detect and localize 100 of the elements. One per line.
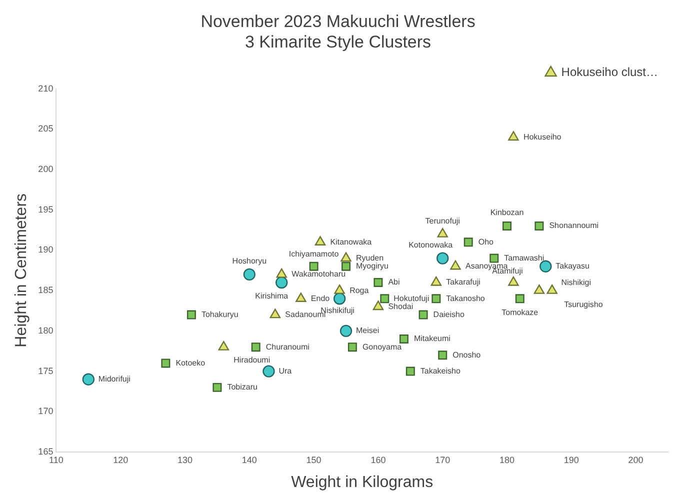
x-tick-label: 150: [306, 454, 322, 465]
annotation: Takanosho: [446, 294, 486, 303]
point: [508, 131, 519, 141]
y-axis-title: Height in Centimeters: [13, 193, 30, 348]
point: [508, 276, 519, 286]
point: [380, 294, 390, 304]
x-tick-label: 130: [177, 454, 193, 465]
point: [450, 260, 461, 270]
point: [418, 310, 428, 320]
annotation: Terunofuji: [425, 216, 460, 226]
annotation: Kitanowaka: [330, 237, 372, 246]
annotation: Myogiryu: [356, 262, 388, 271]
x-tick-label: 200: [628, 454, 644, 465]
x-tick-label: 110: [49, 454, 64, 465]
annotation: Hiradoumi: [234, 355, 270, 364]
annotation: Ryuden: [356, 253, 384, 262]
annotation: Wakamotoharu: [292, 270, 346, 279]
y-tick-label: 170: [38, 406, 54, 416]
annotation: Hokuseiho: [523, 132, 562, 142]
chart-title: November 2023 Makuuchi Wrestlers: [200, 12, 476, 31]
point: [399, 334, 408, 344]
point: [515, 294, 524, 304]
annotation: Nishikigi: [561, 278, 592, 287]
x-axis-title: Weight in Kilograms: [291, 474, 434, 491]
point: [534, 222, 544, 230]
annotation: Tamawashi: [504, 253, 544, 262]
annotation: Oho: [478, 237, 494, 246]
point: [534, 284, 545, 294]
annotation: Gonoyama: [362, 342, 402, 352]
x-tick-label: 160: [370, 454, 386, 465]
point: [276, 268, 287, 278]
annotation: Shonannoumi: [549, 221, 599, 230]
y-tick-label: 185: [38, 285, 54, 296]
point: [212, 382, 222, 392]
x-tick-label: 170: [435, 454, 450, 465]
annotation: Shodai: [388, 302, 414, 311]
annotation: Mitakeumi: [414, 334, 451, 344]
y-tick-label: 180: [38, 325, 54, 336]
point: [340, 324, 352, 338]
annotation: Hokutofuji: [394, 294, 430, 303]
point: [436, 252, 449, 264]
annotation: Tobizaru: [227, 382, 258, 392]
annotation: Abi: [388, 278, 400, 287]
point: [430, 276, 442, 286]
point: [348, 342, 357, 352]
point: [437, 228, 448, 238]
x-tick-label: 190: [564, 454, 579, 465]
annotation: Kinbozan: [490, 208, 524, 218]
annotation: Churanoumi: [266, 342, 310, 352]
point: [406, 366, 415, 376]
annotation: Takakeisho: [420, 366, 461, 376]
point: [333, 292, 346, 305]
point: [251, 342, 260, 352]
point: [276, 276, 288, 289]
point: [296, 292, 306, 302]
point: [490, 254, 499, 263]
y-tick-label: 190: [38, 244, 54, 255]
point: [502, 222, 512, 230]
point: [546, 284, 558, 294]
annotation: Tohakuryu: [201, 310, 238, 319]
annotation: Roga: [350, 286, 370, 295]
y-tick-label: 210: [38, 83, 54, 94]
point: [340, 252, 352, 262]
chart-subtitle: 3 Kimarite Style Clusters: [244, 32, 432, 52]
point: [262, 365, 275, 378]
point: [432, 294, 441, 304]
annotation: Takayasu: [556, 262, 590, 271]
annotation: Kotonowaka: [408, 240, 454, 250]
x-tick-label: 180: [499, 454, 515, 465]
annotation: Tomokaze: [502, 308, 539, 317]
point: [438, 350, 448, 360]
point: [372, 300, 384, 310]
point: [218, 340, 230, 350]
annotation: Takarafuji: [446, 278, 481, 287]
annotation: Hoshoryu: [232, 256, 267, 266]
y-tick-label: 205: [38, 124, 54, 134]
annotation: Kirishima: [255, 292, 289, 301]
point: [540, 260, 552, 272]
point: [270, 308, 281, 318]
point: [374, 278, 383, 287]
annotation: Daieisho: [433, 310, 465, 319]
point: [161, 358, 170, 368]
point: [309, 262, 318, 271]
point: [314, 236, 326, 246]
point: [342, 262, 350, 271]
y-tick-label: 175: [38, 366, 54, 376]
x-tick-label: 120: [113, 454, 128, 465]
annotation: Ichiyamamoto: [288, 250, 340, 259]
annotation: Tsurugisho: [564, 300, 604, 309]
x-tick-label: 140: [242, 454, 257, 465]
annotation: Onosho: [452, 350, 482, 360]
annotation: Ura: [278, 366, 292, 376]
annotation: Midorifuji: [98, 374, 131, 384]
point: [464, 238, 473, 247]
annotation: Meisei: [356, 326, 380, 336]
y-tick-label: 200: [38, 164, 54, 174]
point: [82, 373, 95, 386]
annotation: Kotoeko: [176, 358, 206, 368]
point: [186, 310, 196, 320]
annotation: Endo: [310, 294, 330, 303]
